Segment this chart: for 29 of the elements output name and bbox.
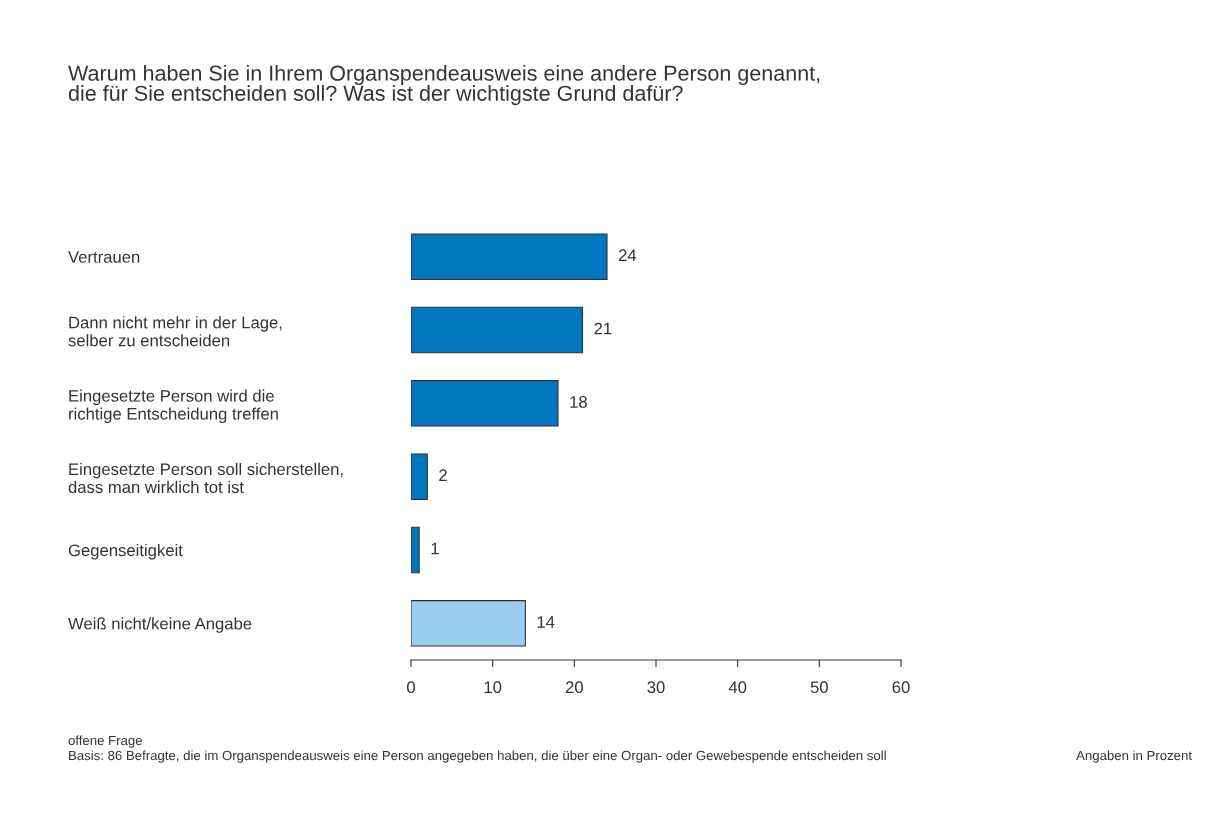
x-tick-label: 20 [565,681,583,694]
data-label: 18 [570,396,587,408]
bar [411,600,526,647]
x-tick-label: 0 [407,681,415,694]
y-tick-label: Weiß nicht/keine Angabe [68,617,252,633]
data-label: 21 [594,322,612,335]
y-tick-label: Dann nicht mehr in der Lage, selber zu entscheiden [68,316,282,347]
y-tick-label: Vertrauen [68,251,140,263]
data-label: 24 [618,249,637,261]
data-label: 2 [439,469,447,481]
data-label: 14 [537,616,555,628]
x-tick-label: 30 [647,681,665,694]
x-tick-label: 60 [892,681,910,694]
x-tick-label: 50 [810,681,828,694]
x-tick-label: 40 [728,681,747,694]
bar [411,233,608,280]
text: offene Frage [68,735,142,748]
x-tick-label: 10 [484,681,502,694]
y-tick-label: Eingesetzte Person wird die richtige Entscheidung treffen [69,389,278,424]
bar [411,526,420,574]
data-label: 1 [431,542,439,555]
bar [411,380,559,427]
y-tick-label: Eingesetzte Person soll sicherstellen, dass man wirklich tot ist [68,462,343,494]
chart-title: Warum haben Sie in Ihrem Organspendeausweis eine andere Person genannt, die für Sie entscheiden soll? Was ist der wichtigste Grund dafür? [68,65,820,106]
text: Basis: 86 Befragte, die im Organspendeausweis eine Person angegeben haben, die über eine Organ- oder Gewebespende entscheiden soll [69,750,886,763]
bar [411,453,428,500]
bar [411,306,584,354]
text: Angaben in Prozent [1076,750,1192,763]
y-tick-label: Gegenseitigkeit [68,543,183,560]
